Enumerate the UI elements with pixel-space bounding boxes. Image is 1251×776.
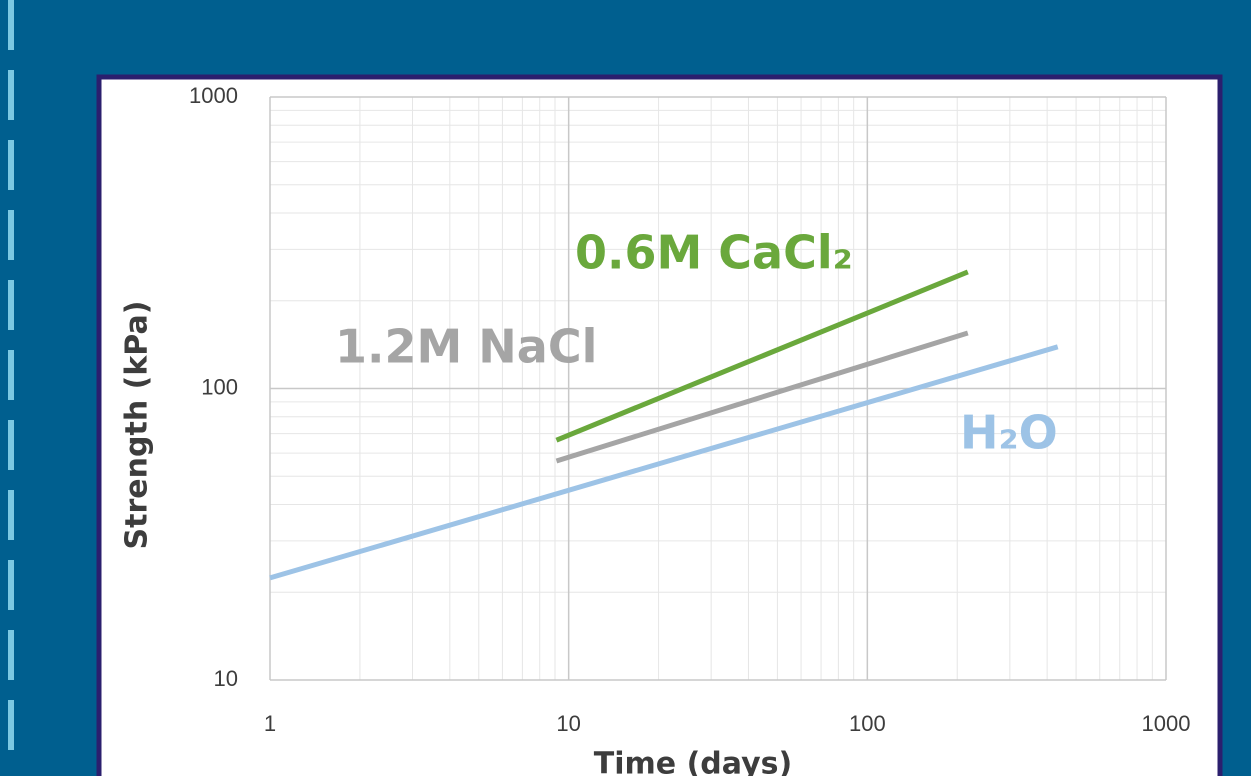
y-tick-label: 1000 bbox=[189, 83, 238, 108]
x-tick-label: 100 bbox=[849, 711, 886, 736]
y-axis-title: Strength (kPa) bbox=[120, 301, 155, 550]
series-line bbox=[555, 269, 969, 443]
x-tick-label: 1 bbox=[264, 711, 276, 736]
x-tick-label: 10 bbox=[556, 711, 580, 736]
series-label: 0.6M CaCl₂ bbox=[575, 226, 853, 280]
series-label: H₂O bbox=[960, 406, 1058, 460]
y-tick-label: 100 bbox=[201, 374, 238, 399]
y-tick-label: 10 bbox=[214, 666, 238, 691]
x-tick-label: 1000 bbox=[1142, 711, 1191, 736]
series-line bbox=[269, 344, 1059, 581]
series-label: 1.2M NaCl bbox=[335, 320, 597, 374]
series-line bbox=[555, 330, 969, 464]
x-axis-title: Time (days) bbox=[594, 747, 792, 776]
